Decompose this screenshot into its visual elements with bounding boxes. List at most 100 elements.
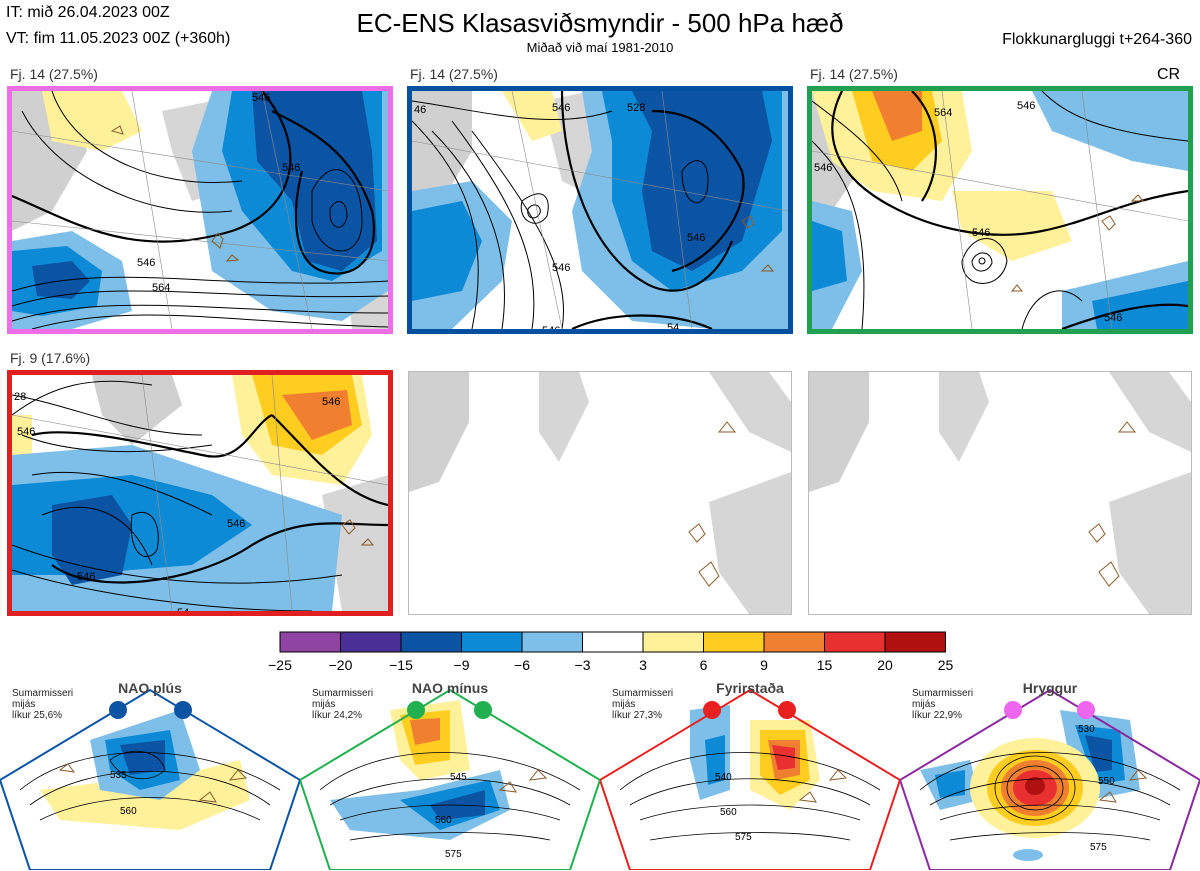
regime-labels: 535 560	[110, 770, 137, 817]
regime-marker-icon	[1077, 701, 1095, 719]
classification-window: Flokkunargluggi t+264-360	[1002, 31, 1192, 48]
contour-label: 550	[1098, 776, 1115, 787]
regime-season: Sumarmisseri	[912, 688, 974, 699]
colorbar-tick-label: 6	[700, 657, 708, 673]
regime-nao-plus: NAO plús Sumarmisseri mijás líkur 25,6% …	[0, 680, 300, 870]
regime-metric: mijás	[12, 699, 36, 710]
regime-probability: líkur 25,6%	[12, 710, 63, 721]
cluster-panel-3[interactable]: 546 546 564 546 546	[807, 86, 1193, 334]
cluster-map-4: 28 546 546 546 546 54	[12, 375, 388, 611]
contour-label: 560	[120, 806, 137, 817]
empty-map-6	[809, 372, 1191, 614]
contour-label: 528	[627, 102, 645, 114]
regime-info: Sumarmisseri mijás líkur 24,2%	[312, 688, 373, 721]
regime-marker-icon	[174, 701, 192, 719]
regime-map-1	[0, 688, 300, 870]
regime-labels: 545 560 575	[435, 772, 467, 860]
regime-season: Sumarmisseri	[312, 688, 374, 699]
contour-label: 546	[17, 426, 35, 438]
colorbar-swatch	[582, 631, 644, 653]
colorbar-swatch	[824, 631, 886, 653]
regime-probability: líkur 27,3%	[612, 710, 663, 721]
contour-label: 575	[445, 849, 462, 860]
contour-label: 46	[414, 104, 426, 116]
cluster-panel-1[interactable]: 546 546 564 546	[7, 86, 393, 334]
contour-label: 546	[972, 227, 990, 239]
regime-labels: 540 560 575	[715, 772, 752, 843]
contour-label: 545	[450, 772, 467, 783]
contour-label: 546	[552, 102, 570, 114]
regime-season: Sumarmisseri	[12, 688, 74, 699]
contour-label: 546	[1017, 100, 1035, 112]
colorbar-swatch	[642, 631, 704, 653]
colorbar-tick-label: −3	[575, 657, 591, 673]
cluster-panel-2[interactable]: 46 546 528 546 546 546 54	[407, 86, 793, 334]
colorbar-swatch	[400, 631, 462, 653]
contour-label: 546	[77, 571, 95, 583]
valid-time: VT: fim 11.05.2023 00Z (+360h)	[6, 30, 231, 47]
page-subtitle: Miðað við maí 1981-2010	[526, 40, 674, 55]
page-title: EC-ENS Klasasviðsmyndir - 500 hPa hæð	[356, 8, 844, 38]
contour-label: 54	[667, 322, 679, 329]
cluster-panel-4[interactable]: 28 546 546 546 546 54	[7, 370, 393, 616]
regime-marker-icon	[474, 701, 492, 719]
panel-label-2: Fj. 14 (27.5%)	[410, 66, 498, 82]
panel-label-4: Fj. 9 (17.6%)	[10, 350, 91, 366]
regime-metric: mijás	[912, 699, 936, 710]
regime-name: Hryggur	[1022, 680, 1078, 696]
regime-map-3	[600, 688, 900, 870]
regime-metric: mijás	[312, 699, 336, 710]
colorbar-swatch	[521, 631, 583, 653]
regime-info: Sumarmisseri mijás líkur 27,3%	[612, 688, 673, 721]
contour-label: 54	[177, 607, 189, 611]
panel-label-3: Fj. 14 (27.5%)	[810, 66, 898, 82]
regime-nao-minus: NAO mínus Sumarmisseri mijás líkur 24,2%…	[300, 680, 600, 870]
cluster-map-3: 546 546 564 546 546	[812, 91, 1188, 329]
colorbar-tick-label: −15	[389, 657, 413, 673]
contour-label: 564	[152, 282, 170, 294]
colorbar-swatch	[340, 631, 402, 653]
contour-label: 546	[282, 162, 300, 174]
regime-map-2	[300, 688, 600, 870]
colorbar-swatch	[279, 631, 341, 653]
colorbar-tick-label: −9	[454, 657, 470, 673]
regime-ridge: Hryggur Sumarmisseri mijás líkur 22,9% 5…	[900, 680, 1200, 870]
regime-info: Sumarmisseri mijás líkur 25,6%	[12, 688, 73, 721]
cluster-map-2: 46 546 528 546 546 546 54	[412, 91, 788, 329]
regime-labels: 530 550 575	[1078, 724, 1115, 853]
contour-label: 546	[252, 92, 270, 104]
regime-blocking: Fyrirstaða Sumarmisseri mijás líkur 27,3…	[600, 680, 900, 870]
colorbar-tick-label: 15	[817, 657, 833, 673]
contour-label: 560	[435, 815, 452, 826]
colorbar-swatch	[884, 631, 946, 653]
regime-map-4	[900, 688, 1200, 870]
regime-metric: mijás	[612, 699, 636, 710]
regime-info: Sumarmisseri mijás líkur 22,9%	[912, 688, 973, 721]
empty-map-5	[409, 372, 791, 614]
contour-label: 546	[322, 396, 340, 408]
regime-probability: líkur 24,2%	[312, 710, 363, 721]
regime-name: Fyrirstaða	[716, 680, 784, 696]
regime-markers	[407, 701, 492, 719]
regime-name: NAO mínus	[411, 680, 489, 696]
regime-marker-icon	[778, 701, 796, 719]
init-time: IT: mið 26.04.2023 00Z	[6, 4, 170, 21]
contour-label: 575	[735, 832, 752, 843]
empty-panel-6	[808, 371, 1192, 615]
contour-label: 535	[110, 770, 127, 781]
contour-label: 546	[137, 257, 155, 269]
contour-label: 564	[934, 107, 952, 119]
contour-label: 28	[14, 391, 26, 403]
contour-label: 546	[227, 518, 245, 530]
regime-marker-icon	[109, 701, 127, 719]
contour-label: 575	[1090, 842, 1107, 853]
regime-marker-icon	[407, 701, 425, 719]
colorbar-tick-label: −20	[329, 657, 353, 673]
contour-label: 546	[1104, 312, 1122, 324]
colorbar-tick-label: 20	[877, 657, 893, 673]
colorbar-swatch	[763, 631, 825, 653]
colorbar: −25 −20 −15 −9 −6 −3 3 6 9 15 20 25	[268, 631, 954, 673]
colorbar-tick-label: 25	[938, 657, 954, 673]
cluster-map-1: 546 546 564 546	[12, 91, 388, 329]
empty-panel-5	[408, 371, 792, 615]
